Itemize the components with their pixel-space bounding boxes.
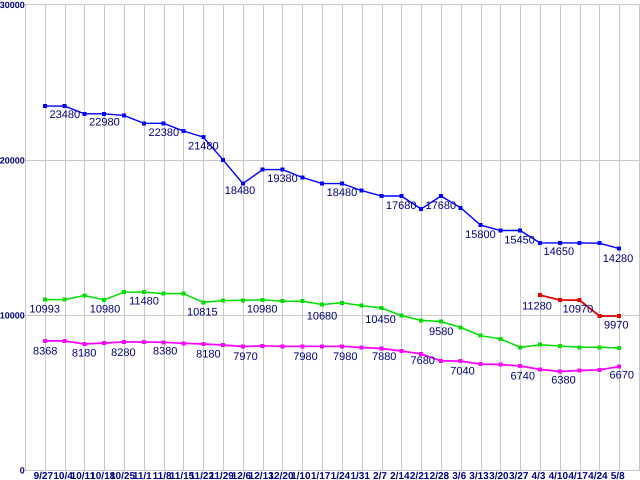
svg-text:7980: 7980 (333, 351, 357, 363)
svg-text:6740: 6740 (511, 371, 535, 383)
svg-text:18480: 18480 (327, 187, 358, 199)
svg-text:9/27: 9/27 (34, 471, 54, 480)
svg-text:11/8: 11/8 (153, 471, 172, 480)
svg-text:15450: 15450 (504, 234, 535, 246)
svg-text:19380: 19380 (267, 173, 298, 185)
svg-text:8368: 8368 (33, 346, 57, 358)
svg-text:3/13: 3/13 (469, 471, 489, 480)
svg-text:8280: 8280 (111, 347, 135, 359)
svg-text:11/22: 11/22 (190, 471, 215, 480)
svg-text:6380: 6380 (551, 375, 575, 387)
svg-text:3/6: 3/6 (452, 471, 466, 480)
svg-text:4/10: 4/10 (549, 471, 569, 480)
svg-text:20000: 20000 (0, 156, 25, 166)
svg-text:10/18: 10/18 (90, 471, 115, 480)
svg-text:11/29: 11/29 (209, 471, 234, 480)
svg-text:11/15: 11/15 (170, 471, 195, 480)
svg-text:3/27: 3/27 (509, 471, 529, 480)
svg-text:10450: 10450 (365, 314, 396, 326)
svg-text:18480: 18480 (225, 185, 256, 197)
svg-text:8180: 8180 (72, 347, 96, 359)
svg-text:10000: 10000 (0, 311, 25, 321)
svg-text:22380: 22380 (149, 127, 180, 139)
svg-text:10993: 10993 (29, 304, 60, 316)
svg-text:9970: 9970 (604, 320, 628, 332)
svg-text:1/24: 1/24 (331, 471, 351, 480)
svg-text:10815: 10815 (187, 306, 218, 318)
svg-text:10980: 10980 (90, 304, 121, 316)
svg-text:4/24: 4/24 (588, 471, 608, 480)
svg-text:14280: 14280 (603, 253, 634, 265)
svg-text:0: 0 (20, 466, 25, 476)
svg-text:17680: 17680 (426, 200, 457, 212)
svg-text:1/17: 1/17 (311, 471, 331, 480)
svg-text:7880: 7880 (372, 351, 396, 363)
svg-text:30000: 30000 (0, 0, 25, 10)
svg-text:6670: 6670 (610, 369, 634, 381)
svg-text:2/28: 2/28 (430, 471, 450, 480)
svg-text:7680: 7680 (410, 355, 434, 367)
svg-text:1/31: 1/31 (350, 471, 370, 480)
svg-text:3/20: 3/20 (489, 471, 509, 480)
svg-text:10980: 10980 (247, 304, 278, 316)
svg-text:4/3: 4/3 (532, 471, 546, 480)
svg-text:11480: 11480 (129, 295, 159, 307)
svg-text:10/4: 10/4 (53, 471, 73, 480)
svg-text:1/10: 1/10 (291, 471, 311, 480)
svg-text:2/21: 2/21 (410, 471, 430, 480)
svg-text:21480: 21480 (188, 141, 219, 153)
svg-text:10680: 10680 (307, 311, 338, 323)
svg-text:11/1: 11/1 (133, 471, 152, 480)
svg-text:7980: 7980 (293, 351, 317, 363)
svg-text:7040: 7040 (450, 366, 474, 378)
svg-text:23480: 23480 (50, 109, 81, 121)
svg-text:11280: 11280 (522, 301, 552, 313)
svg-text:12/6: 12/6 (232, 471, 252, 480)
svg-text:5/8: 5/8 (611, 471, 625, 480)
svg-text:12/20: 12/20 (268, 471, 293, 480)
svg-text:10/25: 10/25 (110, 471, 135, 480)
svg-text:4/17: 4/17 (568, 471, 588, 480)
svg-text:8180: 8180 (196, 349, 220, 361)
svg-text:8380: 8380 (153, 346, 177, 358)
svg-text:9580: 9580 (429, 326, 453, 338)
svg-text:10970: 10970 (563, 304, 594, 316)
svg-text:10/11: 10/11 (71, 471, 96, 480)
svg-text:17680: 17680 (386, 200, 417, 212)
svg-text:2/14: 2/14 (390, 471, 410, 480)
svg-text:22980: 22980 (89, 116, 120, 128)
svg-text:15800: 15800 (465, 229, 496, 241)
svg-text:7970: 7970 (233, 351, 257, 363)
svg-text:14650: 14650 (544, 246, 575, 258)
svg-text:12/13: 12/13 (249, 471, 274, 480)
svg-text:2/7: 2/7 (373, 471, 387, 480)
